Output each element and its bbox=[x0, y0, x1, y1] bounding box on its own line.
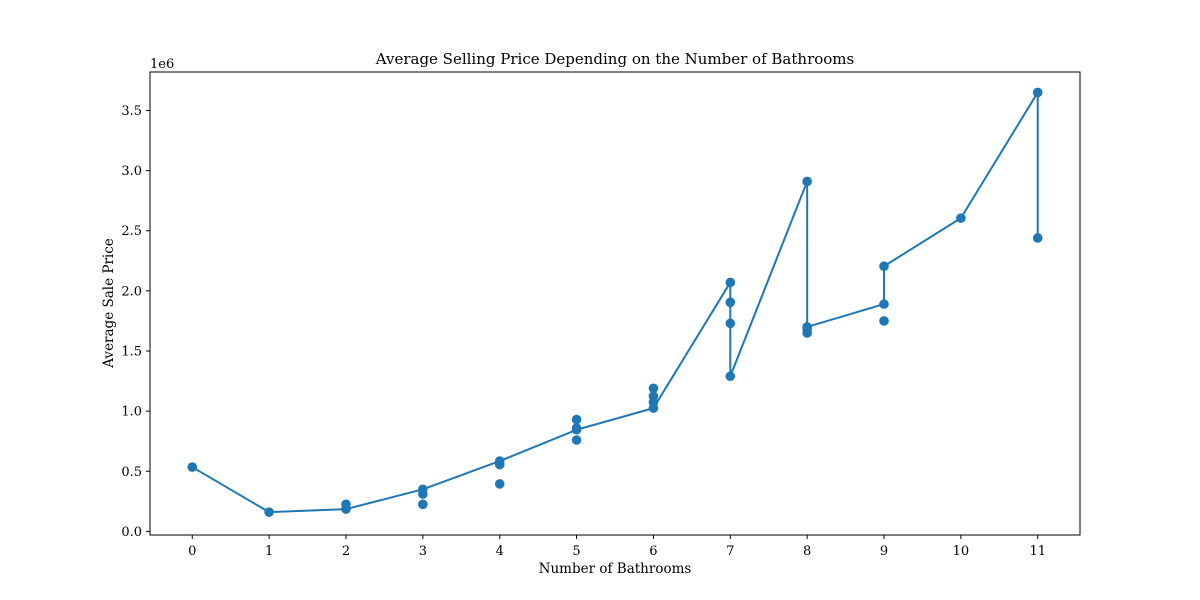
data-point bbox=[571, 423, 582, 433]
y-tick-label: 1.5 bbox=[121, 345, 142, 360]
x-tick-label: 8 bbox=[803, 544, 811, 559]
data-point bbox=[418, 499, 428, 510]
data-point bbox=[264, 507, 274, 517]
data-point bbox=[187, 462, 198, 472]
y-axis-ticks: 0.0 0.5 1.0 1.5 2.0 2.5 3.0 3.5 bbox=[121, 104, 150, 540]
data-point bbox=[725, 318, 736, 329]
data-point bbox=[725, 277, 736, 288]
y-tick-label: 2.0 bbox=[121, 284, 142, 299]
x-axis-label: Number of Bathrooms bbox=[539, 561, 692, 577]
y-tick-label: 0.5 bbox=[121, 465, 142, 480]
x-tick-label: 9 bbox=[880, 544, 888, 559]
data-point bbox=[1032, 87, 1043, 98]
plot-frame bbox=[149, 71, 1081, 536]
y-tick-label: 3.0 bbox=[121, 164, 142, 179]
plot-area bbox=[150, 72, 1080, 535]
x-tick-label: 0 bbox=[188, 544, 196, 559]
y-tick-label: 0.0 bbox=[121, 525, 142, 540]
data-point bbox=[879, 316, 889, 326]
data-point bbox=[494, 456, 505, 466]
x-axis-ticks: 0 1 2 3 4 5 6 7 8 9 10 11 bbox=[188, 535, 1046, 559]
y-axis-label: Average Sale Price bbox=[101, 238, 117, 369]
data-point bbox=[341, 504, 351, 514]
x-tick-label: 3 bbox=[419, 544, 427, 559]
y-axis-offset-label: 1e6 bbox=[150, 57, 174, 72]
x-tick-label: 1 bbox=[265, 544, 273, 559]
data-point bbox=[1032, 233, 1043, 243]
data-point bbox=[571, 414, 582, 425]
x-tick-label: 11 bbox=[1029, 544, 1046, 559]
data-point bbox=[648, 383, 659, 394]
data-point bbox=[418, 484, 428, 495]
y-tick-label: 2.5 bbox=[121, 224, 142, 239]
data-point bbox=[802, 322, 812, 332]
y-tick-label: 1.0 bbox=[121, 405, 142, 420]
x-tick-label: 5 bbox=[572, 544, 580, 559]
data-point bbox=[956, 213, 966, 223]
x-tick-label: 10 bbox=[953, 544, 970, 559]
x-tick-label: 4 bbox=[496, 544, 504, 559]
y-tick-label: 3.5 bbox=[121, 104, 142, 119]
series-lines bbox=[191, 91, 1039, 514]
chart-title: Average Selling Price Depending on the N… bbox=[375, 50, 854, 68]
data-point bbox=[725, 371, 736, 382]
data-point bbox=[571, 435, 582, 445]
x-tick-label: 7 bbox=[726, 544, 734, 559]
data-point bbox=[879, 261, 889, 272]
data-point bbox=[725, 297, 736, 308]
data-point bbox=[802, 176, 812, 187]
data-point bbox=[494, 479, 505, 489]
series-line bbox=[191, 91, 1039, 514]
data-point bbox=[648, 391, 659, 401]
series-points bbox=[187, 87, 1043, 517]
data-point bbox=[879, 299, 889, 309]
x-tick-label: 6 bbox=[649, 544, 657, 559]
x-tick-label: 2 bbox=[342, 544, 350, 559]
